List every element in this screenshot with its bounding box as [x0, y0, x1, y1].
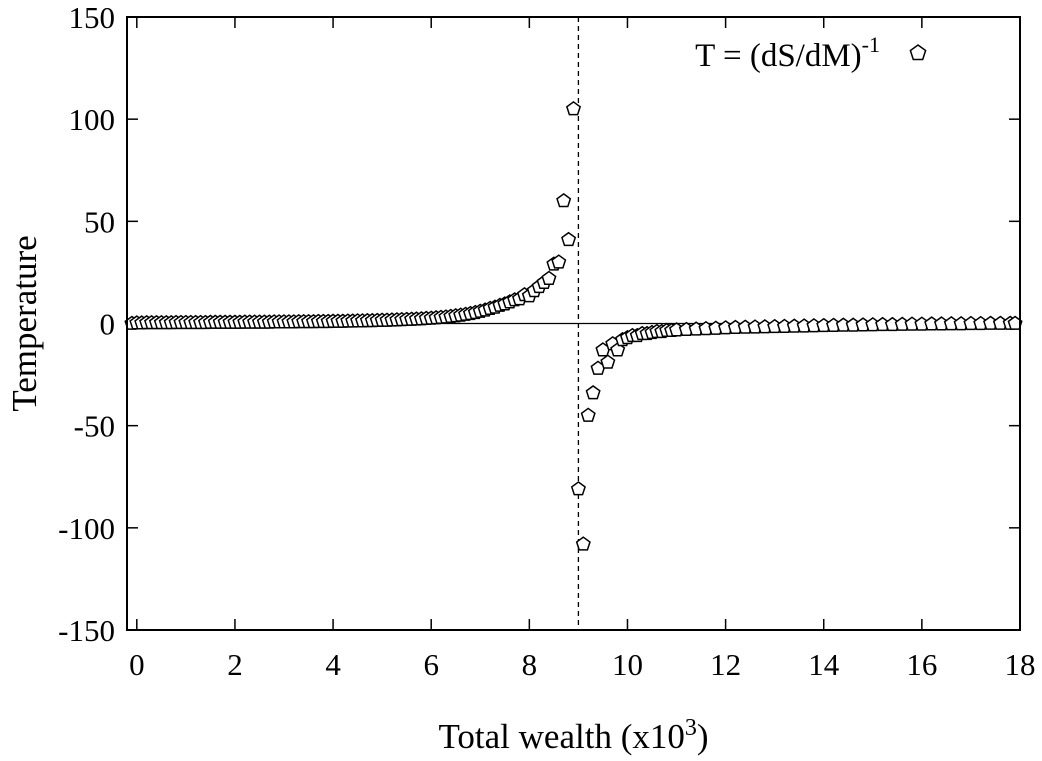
x-tick-label: 16: [906, 647, 937, 682]
y-tick-label: 0: [100, 307, 116, 342]
x-tick-label: 8: [522, 647, 538, 682]
x-tick-label: 18: [1005, 647, 1036, 682]
legend-marker-pentagon: [909, 44, 927, 61]
y-tick-label: -50: [74, 409, 115, 444]
legend: T = (dS/dM)-1: [695, 32, 927, 74]
x-tick-labels: 0 2 4 6 8 10 12 14 16 18: [129, 647, 1035, 682]
x-tick-label: 12: [710, 647, 741, 682]
x-tick-label: 2: [227, 647, 243, 682]
y-tick-label: -150: [58, 613, 115, 648]
data-point: [565, 101, 582, 116]
data-point: [570, 481, 586, 496]
y-axis-title: Temperature: [5, 235, 44, 411]
data-point: [585, 385, 601, 400]
x-tick-label: 6: [423, 647, 439, 682]
data-point: [575, 536, 591, 551]
data-point: [541, 270, 557, 285]
data-point: [600, 354, 616, 369]
axis-ticks: [127, 16, 1021, 631]
data-points: [124, 101, 1023, 551]
y-tick-label: 150: [69, 0, 116, 35]
y-tick-labels: 150 100 50 0 -50 -100 -150: [58, 0, 115, 648]
y-tick-label: -100: [58, 511, 115, 546]
y-tick-label: 100: [69, 102, 116, 137]
x-axis-title: Total wealth (x103): [438, 715, 708, 756]
data-point: [580, 407, 596, 422]
x-tick-label: 4: [325, 647, 341, 682]
y-tick-label: 50: [84, 204, 115, 239]
plot-frame: [126, 16, 1021, 631]
legend-label: T = (dS/dM)-1: [695, 32, 880, 74]
data-point: [556, 192, 572, 208]
x-tick-label: 0: [129, 647, 145, 682]
data-point: [561, 231, 577, 247]
x-tick-label: 10: [612, 647, 643, 682]
data-point: [551, 254, 567, 269]
x-tick-label: 14: [808, 647, 840, 682]
